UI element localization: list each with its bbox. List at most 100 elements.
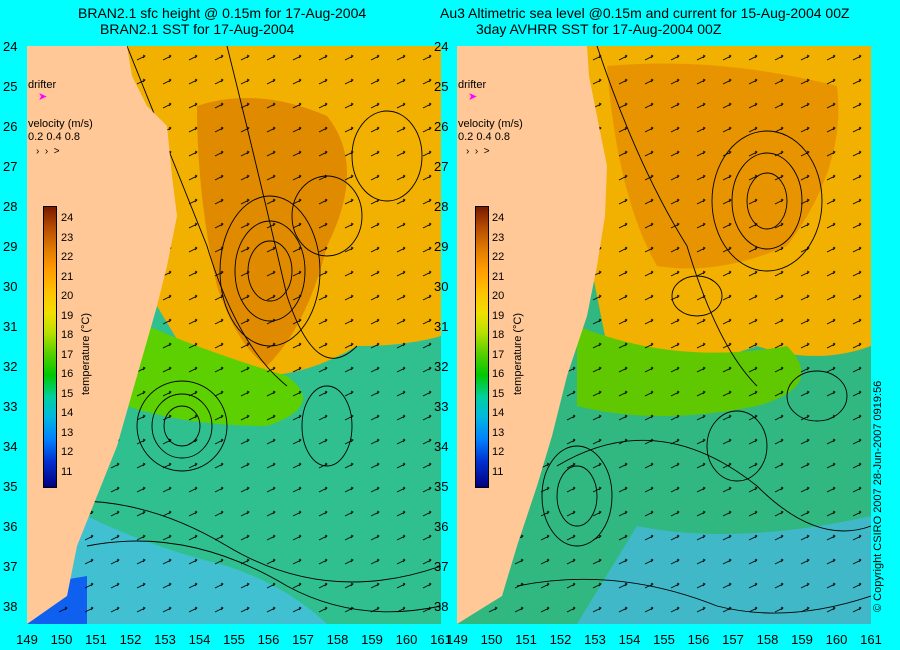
y-tick-label: 31 bbox=[434, 319, 449, 334]
y-tick-label: 29 bbox=[434, 239, 449, 254]
x-tick-label: 155 bbox=[653, 632, 675, 647]
colorbar-tick-label: 18 bbox=[61, 329, 74, 341]
left-title-line2: BRAN2.1 SST for 17-Aug-2004 bbox=[100, 21, 295, 37]
colorbar-tick-label: 17 bbox=[61, 348, 74, 361]
right-map-svg bbox=[457, 46, 871, 624]
x-tick-label: 156 bbox=[687, 632, 710, 647]
x-tick-label: 151 bbox=[515, 632, 537, 647]
y-tick-label: 27 bbox=[3, 159, 18, 174]
y-tick-label: 35 bbox=[434, 479, 449, 494]
velocity-scale-right: 0.2 0.4 0.8 bbox=[458, 131, 510, 143]
x-tick-label: 152 bbox=[549, 632, 572, 647]
x-tick-label: 154 bbox=[188, 632, 211, 647]
right-map-panel bbox=[457, 46, 871, 624]
velocity-scale-left: 0.2 0.4 0.8 bbox=[28, 131, 80, 143]
colorbar-tick-label: 11 bbox=[61, 465, 73, 478]
x-tick-label: 158 bbox=[756, 632, 779, 647]
velocity-arrows-left-icon: › › > bbox=[36, 146, 60, 157]
colorbar-label-left: temperature (°C) bbox=[80, 312, 92, 395]
colorbar-tick-label: 15 bbox=[61, 387, 74, 400]
x-tick-label: 161 bbox=[860, 632, 882, 647]
x-tick-label: 157 bbox=[292, 632, 314, 647]
right-title-line2: 3day AVHRR SST for 17-Aug-2004 00Z bbox=[476, 21, 722, 37]
left-map-svg bbox=[27, 46, 441, 624]
colorbar-tick-label: 20 bbox=[61, 290, 74, 302]
x-tick-label: 158 bbox=[326, 632, 349, 647]
colorbar-tick-label: 14 bbox=[492, 407, 505, 419]
y-tick-label: 30 bbox=[434, 279, 449, 294]
colorbar-tick-label: 16 bbox=[61, 368, 74, 380]
drifter-marker-right-icon: ➤ bbox=[468, 91, 478, 103]
drifter-marker-left-icon: ➤ bbox=[38, 91, 48, 103]
y-tick-label: 27 bbox=[434, 159, 449, 174]
y-tick-label: 33 bbox=[3, 399, 18, 414]
x-tick-label: 159 bbox=[791, 632, 813, 647]
colorbar-label-right: temperature (°C) bbox=[512, 312, 524, 395]
colorbar-tick-label: 13 bbox=[61, 426, 74, 439]
colorbar-tick-label: 21 bbox=[492, 270, 505, 283]
x-tick-label: 155 bbox=[223, 632, 245, 647]
copyright-text: © Copyright CSIRO 2007 28-Jun-2007 0919:… bbox=[872, 380, 884, 612]
colorbar-right bbox=[475, 206, 489, 488]
x-tick-label: 153 bbox=[154, 632, 176, 647]
land-australia bbox=[27, 46, 177, 624]
y-tick-label: 32 bbox=[3, 359, 18, 374]
x-tick-label: 151 bbox=[85, 632, 107, 647]
land-australia bbox=[457, 46, 607, 624]
x-tick-label: 149 bbox=[446, 632, 468, 647]
y-tick-label: 25 bbox=[434, 79, 449, 94]
y-tick-label: 25 bbox=[3, 79, 18, 94]
y-tick-label: 26 bbox=[3, 119, 18, 134]
colorbar-tick-label: 24 bbox=[61, 212, 74, 224]
colorbar-left bbox=[43, 206, 57, 488]
x-tick-label: 150 bbox=[480, 632, 503, 647]
colorbar-tick-label: 23 bbox=[61, 231, 74, 244]
y-tick-label: 36 bbox=[3, 519, 18, 534]
left-map-panel bbox=[27, 46, 441, 624]
colorbar-tick-label: 16 bbox=[492, 368, 505, 380]
drifter-label-right: drifter bbox=[458, 79, 487, 91]
y-tick-label: 31 bbox=[3, 319, 18, 334]
y-tick-label: 32 bbox=[434, 359, 449, 374]
colorbar-tick-label: 15 bbox=[492, 387, 505, 400]
velocity-label-left: velocity (m/s) bbox=[28, 118, 93, 130]
x-tick-label: 149 bbox=[16, 632, 38, 647]
y-tick-label: 24 bbox=[3, 39, 18, 54]
y-tick-label: 38 bbox=[434, 599, 449, 614]
x-tick-label: 159 bbox=[361, 632, 383, 647]
colorbar-tick-label: 23 bbox=[492, 231, 505, 244]
x-tick-label: 154 bbox=[618, 632, 641, 647]
colorbar-tick-label: 22 bbox=[492, 251, 505, 263]
colorbar-tick-label: 19 bbox=[492, 309, 505, 322]
colorbar-tick-label: 12 bbox=[492, 446, 505, 458]
x-tick-label: 150 bbox=[50, 632, 73, 647]
colorbar-tick-label: 24 bbox=[492, 212, 505, 224]
x-tick-label: 153 bbox=[584, 632, 606, 647]
drifter-label-left: drifter bbox=[28, 79, 57, 91]
x-tick-label: 160 bbox=[395, 632, 418, 647]
colorbar-tick-label: 20 bbox=[492, 290, 505, 302]
y-tick-label: 35 bbox=[3, 479, 18, 494]
velocity-arrows-right-icon: › › > bbox=[466, 146, 490, 157]
colorbar-tick-label: 22 bbox=[61, 251, 74, 263]
y-tick-label: 28 bbox=[3, 199, 18, 214]
y-tick-label: 36 bbox=[434, 519, 449, 534]
x-tick-label: 160 bbox=[825, 632, 848, 647]
y-tick-label: 30 bbox=[3, 279, 18, 294]
colorbar-tick-label: 11 bbox=[492, 465, 504, 478]
x-tick-label: 152 bbox=[119, 632, 142, 647]
right-title-line1: Au3 Altimetric sea level @0.15m and curr… bbox=[440, 5, 850, 21]
colorbar-tick-label: 19 bbox=[61, 309, 74, 322]
colorbar-tick-label: 13 bbox=[492, 426, 505, 439]
colorbar-tick-label: 12 bbox=[61, 446, 74, 458]
y-tick-label: 33 bbox=[434, 399, 449, 414]
colorbar-tick-label: 17 bbox=[492, 348, 505, 361]
y-tick-label: 37 bbox=[3, 559, 18, 574]
y-tick-label: 24 bbox=[434, 39, 449, 54]
velocity-label-right: velocity (m/s) bbox=[458, 118, 523, 130]
left-title-line1: BRAN2.1 sfc height @ 0.15m for 17-Aug-20… bbox=[78, 5, 367, 21]
x-tick-label: 157 bbox=[722, 632, 744, 647]
y-tick-label: 29 bbox=[3, 239, 18, 254]
y-tick-label: 28 bbox=[434, 199, 449, 214]
colorbar-tick-label: 21 bbox=[61, 270, 74, 283]
